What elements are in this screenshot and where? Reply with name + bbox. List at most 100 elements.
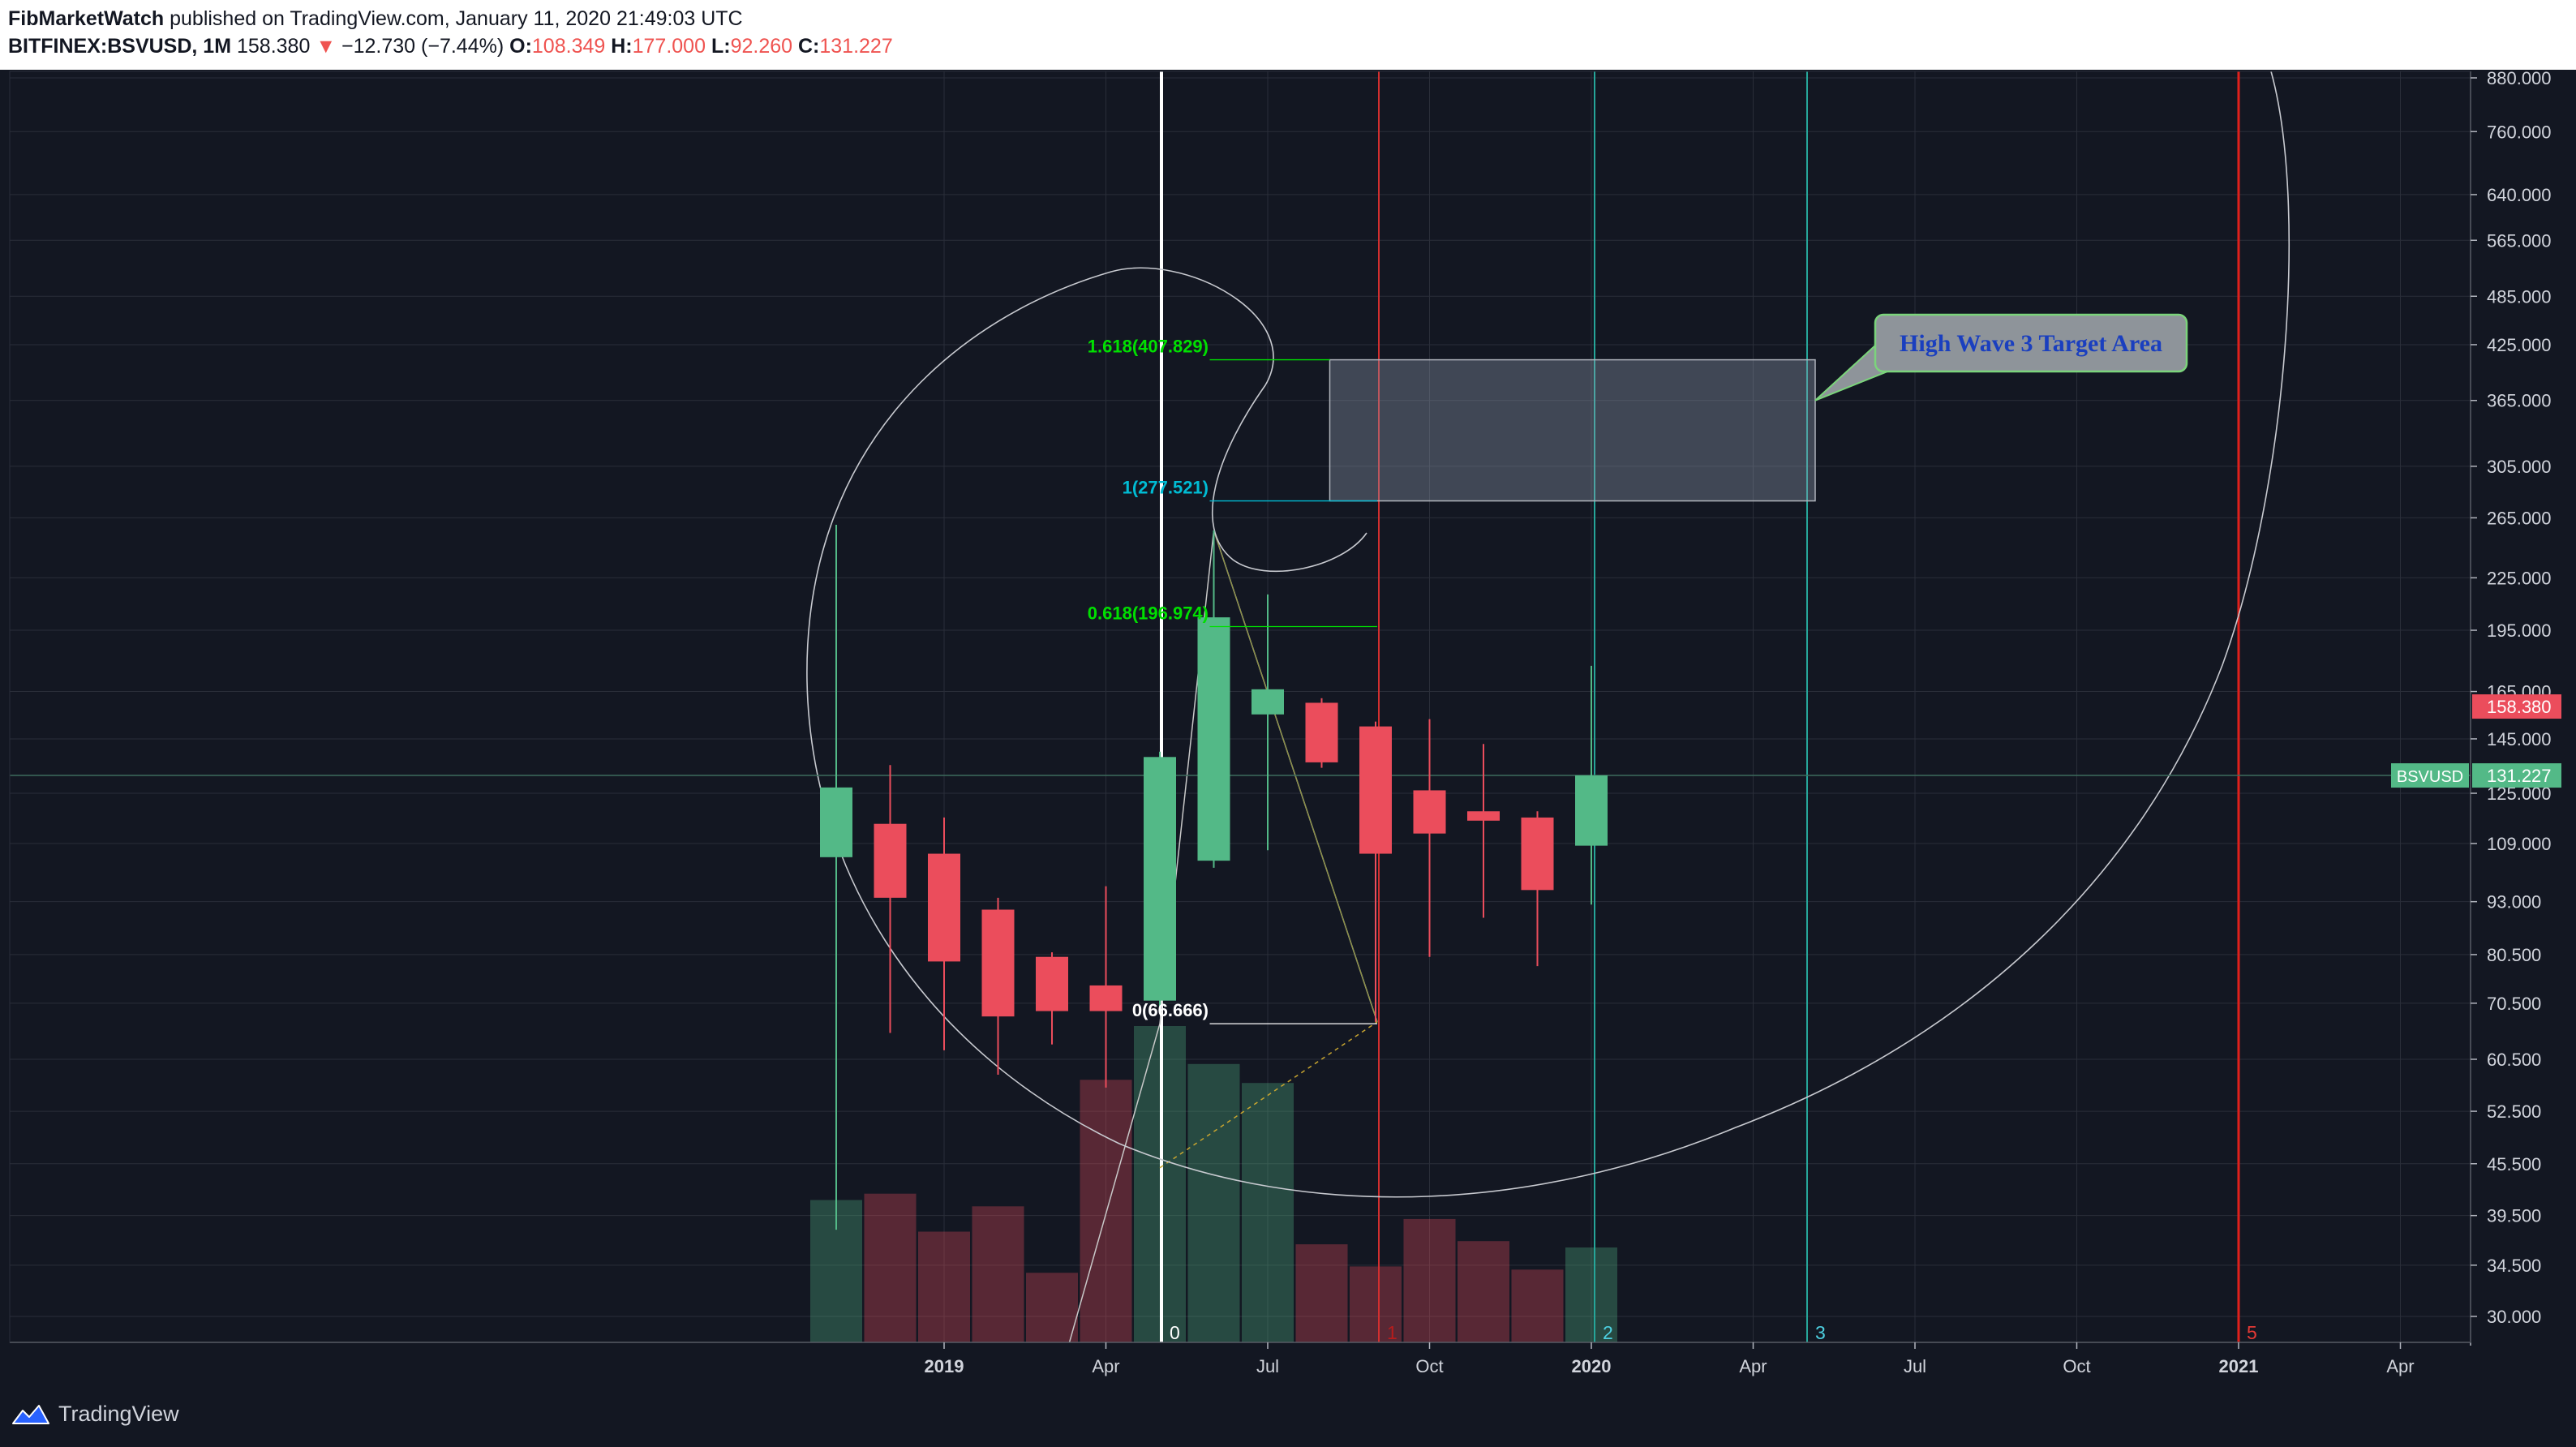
change-down-icon: ▼ [316, 35, 337, 58]
volume-bar [1295, 1244, 1348, 1342]
price-tick-label: 760.000 [2487, 122, 2552, 142]
axes: 880.000 760.000 640.000 565.000 485.000 425.0… [9, 70, 2561, 1376]
fib-level-label: 0.618(196.974) [1088, 603, 1209, 623]
low-value: 92.260 [730, 35, 793, 58]
grid-lines [10, 71, 2471, 1342]
tradingview-logo[interactable]: TradingView [11, 1402, 179, 1427]
fib-level-label: 0(66.666) [1132, 1000, 1209, 1020]
candle-body [1144, 757, 1176, 1001]
price-tick-label: 34.500 [2487, 1256, 2541, 1276]
tradingview-brand: TradingView [58, 1402, 179, 1426]
symbol-tag-label: BSVUSD [2397, 768, 2463, 786]
candle-body [1197, 617, 1230, 861]
footer: TradingView [0, 1392, 2576, 1447]
fib-level-label: 1.618(407.829) [1088, 337, 1209, 357]
price-tick-label: 145.000 [2487, 729, 2552, 749]
candle-body [1575, 775, 1608, 846]
volume-bar [1242, 1083, 1294, 1342]
price-tick-label: 109.000 [2487, 834, 2552, 854]
fib-levels: 1.618(407.829) 1(277.521) 0.618(196.974) 0(… [1088, 337, 1377, 1024]
price-tick-label: 880.000 [2487, 70, 2552, 88]
retrace-line [1213, 530, 1378, 1023]
last-price-tag [2472, 694, 2561, 719]
price-change: −12.730 (−7.44%) [341, 35, 504, 58]
time-tick-label: Apr [2386, 1356, 2414, 1376]
volume-bar [972, 1206, 1024, 1342]
candle-body [1252, 689, 1284, 715]
target-area-box [1329, 359, 1816, 502]
volume-bar [1080, 1080, 1132, 1342]
price-tick-label: 565.000 [2487, 230, 2552, 251]
last-price-tag-label: 158.380 [2487, 697, 2552, 717]
wave-count-label: 1 [1387, 1322, 1397, 1343]
volume-bar [864, 1193, 917, 1342]
volume-bar [1458, 1241, 1509, 1342]
time-tick-label: Jul [1256, 1356, 1279, 1376]
projection-line [1159, 1021, 1378, 1169]
price-tick-label: 80.500 [2487, 945, 2541, 965]
candle-body [1413, 790, 1446, 834]
tradingview-logo-icon [12, 1404, 49, 1424]
volume-bar [918, 1231, 970, 1342]
chart-header: FibMarketWatch published on TradingView.… [0, 0, 2576, 70]
price-tick-label: 30.000 [2487, 1307, 2541, 1327]
price-tick-label: 60.500 [2487, 1050, 2541, 1070]
symbol-line: BITFINEX:BSVUSD, 1M 158.380 ▼ −12.730 (−… [8, 35, 893, 58]
wave-count-label: 0 [1170, 1322, 1180, 1343]
volume-bar [1403, 1218, 1456, 1342]
drawings [10, 71, 2471, 1343]
price-tick-label: 425.000 [2487, 335, 2552, 355]
time-tick-label: 2021 [2219, 1356, 2259, 1376]
candle-body [1089, 985, 1123, 1011]
candle-body [928, 853, 960, 962]
price-tick-label: 52.500 [2487, 1101, 2541, 1122]
price-chart[interactable]: 0 1 2 3 5 1.618(407.829) 1(277.521) 0.618(196.… [0, 70, 2576, 1392]
candlesticks [820, 525, 1608, 1230]
symbol-tag [2391, 763, 2469, 788]
candle-body [981, 909, 1015, 1017]
candle-body [1521, 817, 1554, 891]
open-label: O: [509, 35, 532, 58]
candle-body [1359, 726, 1392, 854]
time-tick-label: Apr [1092, 1356, 1119, 1376]
price-tick-label: 93.000 [2487, 892, 2541, 912]
low-label: L: [711, 35, 731, 58]
candle-body [1467, 811, 1500, 821]
candle-body [1036, 956, 1068, 1011]
time-tick-label: Jul [1904, 1356, 1926, 1376]
time-tick-label: 2020 [1572, 1356, 1612, 1376]
fib-level-label: 1(277.521) [1123, 478, 1209, 498]
time-tick-label: 2019 [925, 1356, 964, 1376]
time-tick-label: Oct [2063, 1356, 2090, 1376]
open-value: 108.349 [531, 35, 606, 58]
volume-bar [1026, 1273, 1078, 1342]
candle-body [874, 823, 907, 898]
wave-count-label: 5 [2247, 1322, 2257, 1343]
close-label: C: [797, 35, 820, 58]
time-tick-label: Apr [1739, 1356, 1767, 1376]
author-name[interactable]: FibMarketWatch [8, 7, 165, 30]
volume-bar [1187, 1063, 1240, 1342]
price-tick-label: 640.000 [2487, 185, 2552, 205]
wave-count-label: 2 [1603, 1322, 1613, 1343]
price-tick-label: 265.000 [2487, 508, 2552, 528]
volume-bar [1565, 1247, 1617, 1342]
high-label: H: [611, 35, 633, 58]
chart-background [0, 70, 2576, 1392]
volume-bar [1511, 1269, 1564, 1342]
price-tick-label: 485.000 [2487, 286, 2552, 307]
publish-line: FibMarketWatch published on TradingView.… [8, 7, 743, 31]
price-tick-label: 195.000 [2487, 620, 2552, 641]
price-tick-label: 305.000 [2487, 457, 2552, 477]
price-tick-label: 45.500 [2487, 1154, 2541, 1174]
close-price-tag [2472, 763, 2561, 788]
candle-body [820, 787, 852, 857]
plot-frame [9, 71, 2471, 1343]
candle-body [1305, 702, 1338, 762]
high-value: 177.000 [632, 35, 706, 58]
price-tick-label: 39.500 [2487, 1206, 2541, 1226]
last-price: 158.380 [236, 35, 311, 58]
close-price-tag-label: 131.227 [2487, 766, 2552, 786]
fib-spiral [806, 71, 2290, 1198]
time-tick-label: Oct [1415, 1356, 1443, 1376]
